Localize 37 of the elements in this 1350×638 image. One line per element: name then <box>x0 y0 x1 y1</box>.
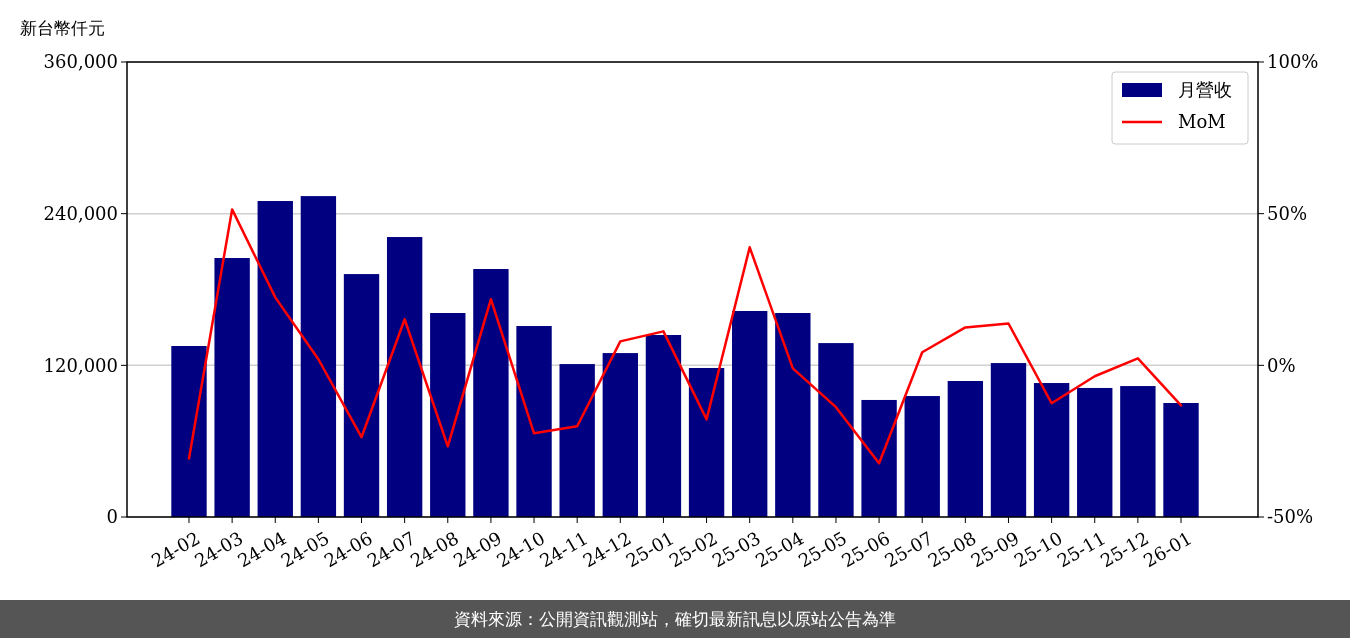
y-tick-label: 0 <box>106 506 118 528</box>
bar <box>818 343 854 517</box>
y2-tick-label: -50% <box>1267 506 1314 528</box>
y2-tick-label: 50% <box>1267 202 1308 224</box>
bar <box>1033 383 1070 517</box>
bar <box>688 367 725 517</box>
bar <box>171 346 207 517</box>
bar <box>430 313 466 517</box>
bar <box>516 326 552 517</box>
bar <box>214 258 250 517</box>
legend-label: 月營收 <box>1178 79 1232 101</box>
bar <box>1163 403 1199 517</box>
source-note: 資料來源：公開資訊觀測站，確切最新訊息以原站公告為準 <box>454 608 896 629</box>
bar <box>386 237 423 517</box>
bar <box>645 335 682 517</box>
line-series <box>187 208 1183 465</box>
y2-tick-label: 100% <box>1267 51 1319 73</box>
legend-label: MoM <box>1178 111 1226 133</box>
bar <box>473 269 509 517</box>
y-axis-title: 新台幣仟元 <box>20 18 105 38</box>
bar <box>990 363 1027 517</box>
bar <box>602 353 638 517</box>
bar <box>904 396 940 517</box>
bar <box>947 381 984 517</box>
y-tick-label: 360,000 <box>43 51 118 73</box>
y2-tick-label: 0% <box>1267 354 1296 376</box>
bar <box>257 201 293 517</box>
bar <box>1077 387 1113 517</box>
bar <box>861 399 897 517</box>
bar <box>343 274 380 517</box>
y-tick-label: 240,000 <box>43 202 118 224</box>
bar <box>559 364 595 517</box>
bar <box>775 313 811 517</box>
bar <box>1120 386 1156 517</box>
y-tick-label: 120,000 <box>43 354 118 376</box>
bar <box>300 196 337 517</box>
bar <box>732 310 768 517</box>
